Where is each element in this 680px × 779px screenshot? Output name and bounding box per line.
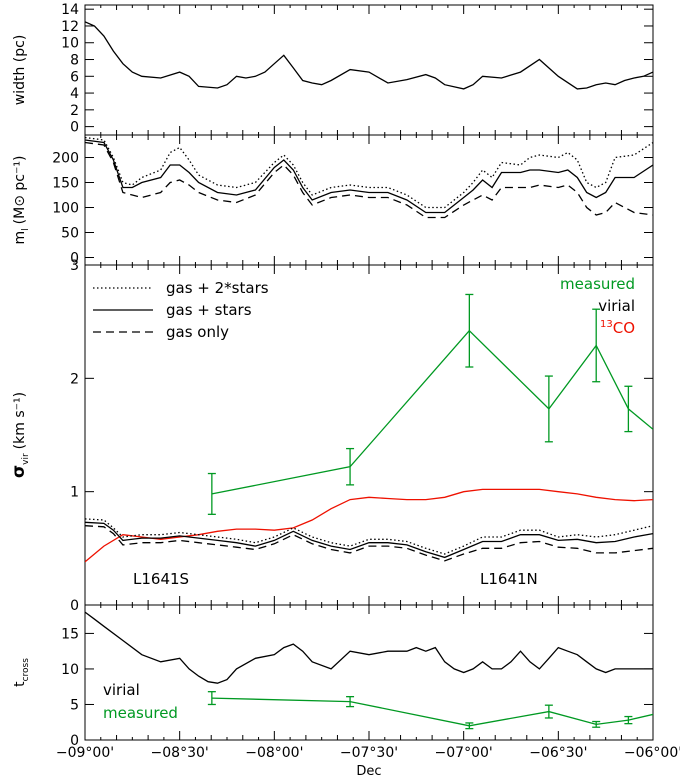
series-line-measured: [211, 697, 653, 727]
series-line-gas-stars: [85, 139, 653, 214]
x-tick-label: −06°00': [624, 745, 680, 761]
y-axis-label: width (pc): [12, 35, 28, 106]
series-line-virial: [85, 611, 653, 684]
x-tick-label: −07°30': [340, 745, 398, 761]
annotation-l1641n: L1641N: [480, 570, 538, 588]
plot-frame: [84, 134, 654, 266]
series-line-measured: [211, 329, 653, 495]
y-tick-label: 10: [61, 36, 79, 52]
y-tick-label: 12: [61, 19, 79, 35]
x-axis-label: Dec: [356, 764, 381, 779]
legend-label-right: 13CO: [600, 319, 635, 337]
legend-label-right: measured: [560, 275, 635, 293]
y-axis-label: tcross: [12, 658, 31, 687]
y-tick-label: 15: [61, 626, 79, 642]
plot-frame: [84, 4, 654, 136]
y-tick-label: 150: [52, 176, 79, 192]
y-axis-label: ml(M⊙ pc⁻¹): [12, 156, 31, 245]
y-tick-label: 8: [70, 53, 79, 69]
y-axis-label: σvir(km s⁻¹): [9, 392, 31, 478]
y-tick-label: 200: [52, 151, 79, 167]
y-tick-label: 0: [70, 598, 79, 614]
legend-label: measured: [103, 704, 178, 722]
y-tick-label: 0: [70, 733, 79, 749]
series-line-main: [85, 21, 653, 90]
y-tick-label: 2: [70, 103, 79, 119]
legend-label: gas only: [166, 323, 229, 341]
series-line-gas-only: [85, 525, 653, 562]
mass-per-length-panel: 0 50 100 150 200 ml(M⊙ pc⁻¹): [12, 134, 654, 267]
legend-label: gas + 2*stars: [166, 279, 269, 297]
x-tick-label: −07°00': [435, 745, 493, 761]
y-tick-label: 10: [61, 662, 79, 678]
crossing-time-panel: 0 5 10 15 tcross virial measured −09°00' −08°30'…: [12, 604, 680, 779]
y-tick-label: 1: [70, 485, 79, 501]
y-tick-label: 4: [70, 86, 79, 102]
y-tick-label: 2: [70, 371, 79, 387]
y-tick-label: 100: [52, 201, 79, 217]
x-tick-label: −06°30': [529, 745, 587, 761]
x-tick-label: −09°00': [56, 745, 114, 761]
legend-label: virial: [103, 681, 140, 699]
y-tick-label: 6: [70, 69, 79, 85]
series-line-gas-2-stars: [85, 518, 653, 555]
x-tick-label: −08°30': [151, 745, 209, 761]
legend-label-right: virial: [598, 297, 635, 315]
annotation-l1641s: L1641S: [133, 570, 189, 588]
y-tick-label: 50: [61, 226, 79, 242]
y-tick-label: 0: [70, 251, 79, 267]
series-line-gas-stars: [85, 521, 653, 559]
series-line-13co: [85, 488, 653, 563]
y-tick-label: 3: [70, 258, 79, 274]
x-tick-label: −08°00': [245, 745, 303, 761]
legend-label: gas + stars: [166, 301, 252, 319]
y-tick-label: 14: [61, 2, 79, 18]
series-line-gas-only: [85, 141, 653, 219]
y-tick-label: 5: [70, 697, 79, 713]
y-tick-label: 0: [70, 120, 79, 136]
virial-dispersion-panel: 0 1 2 3 σvir(km s⁻¹) gas + 2*stars gas + stars…: [9, 258, 654, 614]
